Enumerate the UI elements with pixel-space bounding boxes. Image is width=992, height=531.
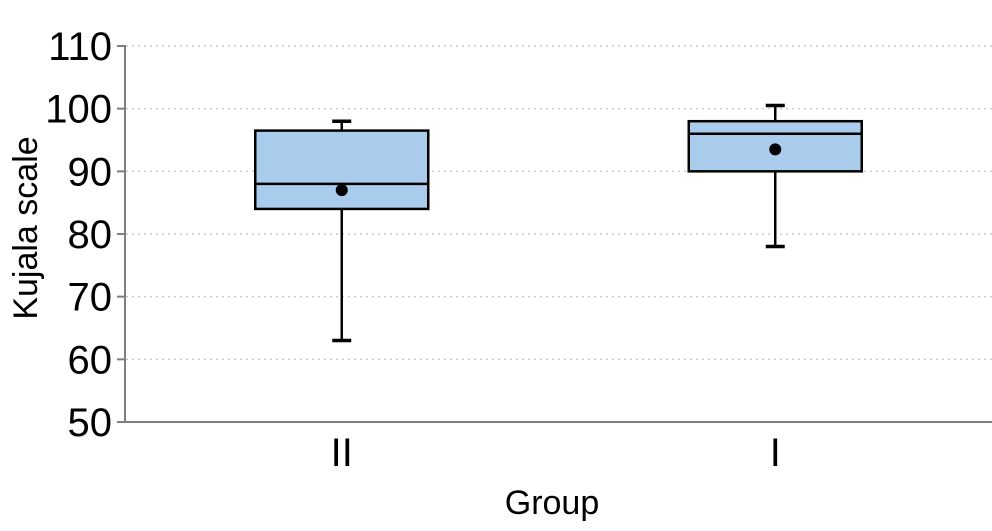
y-axis-title: Kujala scale [7,136,45,320]
x-category-label-I: I [770,431,781,475]
y-tick-label-80: 80 [68,213,113,257]
y-tick-label-60: 60 [68,338,113,382]
y-tick-label-110: 110 [48,25,112,69]
y-tick-label-70: 70 [68,276,113,320]
y-tick-label-100: 100 [45,88,112,132]
x-axis-title: Group [504,484,600,522]
y-tick-label-50: 50 [68,401,113,445]
mean-marker-II [335,184,348,197]
mean-marker-I [769,143,782,156]
y-tick-label-90: 90 [68,150,113,194]
x-category-label-II: II [331,431,353,475]
box-II [254,129,430,211]
